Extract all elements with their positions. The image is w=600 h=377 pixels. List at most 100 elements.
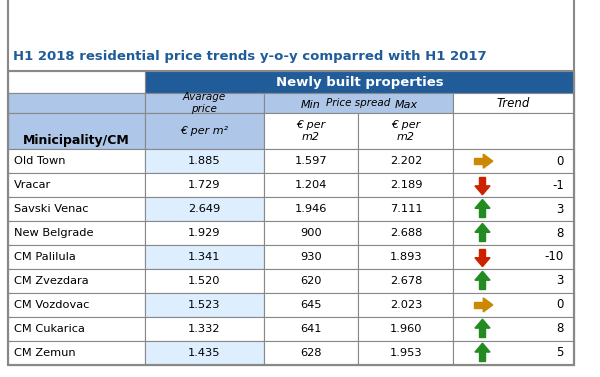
Bar bbox=[8, 93, 145, 113]
Text: Newly built properties: Newly built properties bbox=[275, 76, 443, 89]
Bar bbox=[8, 317, 145, 341]
Bar bbox=[145, 113, 263, 149]
Bar bbox=[263, 341, 358, 365]
Text: 0: 0 bbox=[556, 155, 564, 168]
Text: 1.893: 1.893 bbox=[389, 252, 422, 262]
Text: 2.202: 2.202 bbox=[390, 156, 422, 166]
Bar bbox=[145, 149, 263, 173]
Text: Savski Venac: Savski Venac bbox=[14, 204, 88, 214]
Bar bbox=[263, 269, 358, 293]
Text: 900: 900 bbox=[300, 228, 322, 238]
Polygon shape bbox=[479, 328, 485, 337]
Bar bbox=[454, 113, 574, 149]
Text: CM Zemun: CM Zemun bbox=[14, 348, 75, 358]
Text: 645: 645 bbox=[300, 300, 322, 310]
Bar bbox=[358, 149, 454, 173]
Polygon shape bbox=[479, 280, 485, 289]
Bar bbox=[145, 173, 263, 197]
Text: 1.520: 1.520 bbox=[188, 276, 221, 286]
Text: -10: -10 bbox=[545, 250, 564, 264]
Text: 8: 8 bbox=[556, 227, 564, 239]
Text: 3: 3 bbox=[556, 274, 564, 287]
Polygon shape bbox=[475, 199, 490, 208]
Text: 2.649: 2.649 bbox=[188, 204, 221, 214]
Text: 1.332: 1.332 bbox=[188, 324, 221, 334]
Bar bbox=[454, 221, 574, 245]
Text: 1.341: 1.341 bbox=[188, 252, 221, 262]
Text: € per
m2: € per m2 bbox=[391, 120, 421, 142]
Bar bbox=[263, 197, 358, 221]
Polygon shape bbox=[474, 302, 483, 308]
Bar bbox=[8, 341, 145, 365]
Text: 930: 930 bbox=[300, 252, 322, 262]
Bar bbox=[454, 93, 574, 113]
Text: 1.946: 1.946 bbox=[295, 204, 327, 214]
Text: 1.435: 1.435 bbox=[188, 348, 221, 358]
Bar bbox=[358, 341, 454, 365]
Bar bbox=[454, 269, 574, 293]
Bar bbox=[454, 173, 574, 197]
Polygon shape bbox=[479, 232, 485, 241]
Polygon shape bbox=[474, 158, 483, 164]
Bar bbox=[8, 72, 574, 365]
Text: € per
m2: € per m2 bbox=[296, 120, 326, 142]
Text: 1.929: 1.929 bbox=[188, 228, 221, 238]
Text: Min: Min bbox=[301, 100, 321, 110]
Text: CM Zvezdara: CM Zvezdara bbox=[14, 276, 88, 286]
Text: 2.189: 2.189 bbox=[389, 180, 422, 190]
Bar bbox=[263, 113, 358, 149]
Text: Avarage
price: Avarage price bbox=[183, 92, 226, 114]
Bar bbox=[263, 221, 358, 245]
Text: 0: 0 bbox=[556, 299, 564, 311]
Polygon shape bbox=[475, 258, 490, 267]
Bar bbox=[145, 221, 263, 245]
Text: 2.688: 2.688 bbox=[390, 228, 422, 238]
Bar bbox=[263, 149, 358, 173]
Polygon shape bbox=[475, 186, 490, 195]
Polygon shape bbox=[475, 271, 490, 280]
Bar bbox=[145, 293, 263, 317]
Bar bbox=[454, 341, 574, 365]
Polygon shape bbox=[479, 249, 485, 258]
Text: 1.597: 1.597 bbox=[295, 156, 328, 166]
Text: Vracar: Vracar bbox=[14, 180, 51, 190]
Bar bbox=[8, 221, 145, 245]
Bar bbox=[454, 317, 574, 341]
Text: CM Cukarica: CM Cukarica bbox=[14, 324, 85, 334]
Bar bbox=[263, 173, 358, 197]
Polygon shape bbox=[475, 343, 490, 352]
Text: 1.960: 1.960 bbox=[389, 324, 422, 334]
Bar bbox=[358, 173, 454, 197]
Bar bbox=[8, 293, 145, 317]
Text: 2.678: 2.678 bbox=[390, 276, 422, 286]
Text: CM Vozdovac: CM Vozdovac bbox=[14, 300, 89, 310]
Text: 1.953: 1.953 bbox=[389, 348, 422, 358]
Bar bbox=[454, 197, 574, 221]
Bar bbox=[145, 317, 263, 341]
Text: Old Town: Old Town bbox=[14, 156, 65, 166]
Bar bbox=[8, 72, 145, 93]
Bar bbox=[8, 113, 145, 149]
Polygon shape bbox=[475, 319, 490, 328]
Text: H1 2018 residential price trends y-o-y comparred with H1 2017: H1 2018 residential price trends y-o-y c… bbox=[13, 50, 486, 63]
Bar bbox=[454, 149, 574, 173]
Bar bbox=[8, 173, 145, 197]
Text: 1.204: 1.204 bbox=[295, 180, 327, 190]
Text: Max: Max bbox=[394, 100, 418, 110]
Bar bbox=[358, 317, 454, 341]
Text: CM Palilula: CM Palilula bbox=[14, 252, 76, 262]
Polygon shape bbox=[479, 208, 485, 217]
Bar bbox=[454, 245, 574, 269]
Bar bbox=[8, 149, 145, 173]
Bar bbox=[263, 317, 358, 341]
Text: 628: 628 bbox=[300, 348, 322, 358]
Bar bbox=[145, 197, 263, 221]
Bar bbox=[358, 113, 454, 149]
Bar bbox=[358, 269, 454, 293]
Bar bbox=[358, 293, 454, 317]
Text: Trend: Trend bbox=[497, 97, 530, 110]
Bar bbox=[358, 221, 454, 245]
Polygon shape bbox=[479, 177, 485, 186]
Text: 7.111: 7.111 bbox=[389, 204, 422, 214]
Bar bbox=[358, 245, 454, 269]
